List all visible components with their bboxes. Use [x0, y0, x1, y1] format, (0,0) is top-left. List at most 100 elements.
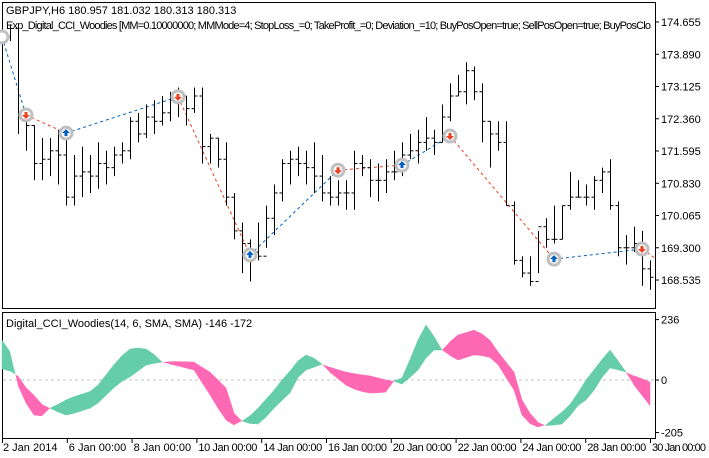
- price-bar: [359, 155, 366, 177]
- price-axis: 174.655 173.890 173.125 172.360 171.595 170.8…: [655, 17, 701, 287]
- price-axis-label: 170.065: [661, 211, 701, 223]
- price-bar: [327, 176, 334, 206]
- indicator-band: [10, 351, 16, 375]
- trade-signals: [0, 29, 650, 267]
- price-bar: [455, 74, 462, 97]
- indicator-band: [544, 424, 546, 426]
- arrow-down-icon: [334, 167, 342, 175]
- price-bar: [47, 138, 54, 177]
- sell-signal-marker: [634, 241, 650, 257]
- price-axis-label: 173.890: [661, 49, 701, 61]
- price-bar: [647, 260, 654, 290]
- price-axis-label: 168.535: [661, 275, 701, 287]
- price-bar: [599, 167, 606, 193]
- indicator-axis-label: 0: [661, 375, 667, 387]
- indicator-band: [361, 374, 371, 394]
- indicator-axis-label: 236: [661, 315, 679, 327]
- indicator-axis-label: -205: [661, 427, 683, 439]
- price-bar: [559, 205, 566, 240]
- indicator-band: [473, 329, 483, 356]
- time-axis-label: 20 Jan 00:00: [393, 442, 452, 454]
- indicator-band: [433, 335, 443, 351]
- price-bar: [607, 159, 614, 210]
- price-bar: [279, 159, 286, 202]
- price-bar: [527, 256, 534, 286]
- arrow-up-icon: [398, 161, 406, 169]
- price-bar: [567, 171, 574, 210]
- price-bar: [271, 184, 278, 236]
- price-bar: [351, 150, 358, 210]
- time-axis-label: 2 Jan 2014: [3, 442, 57, 454]
- trade-line: [553, 248, 643, 260]
- price-bar: [95, 142, 102, 189]
- price-bar: [87, 155, 94, 193]
- price-bar: [415, 129, 422, 164]
- price-bar: [503, 121, 510, 207]
- price-bar: [375, 163, 382, 202]
- indicator-band: [538, 422, 545, 428]
- time-axis-label: 10 Jan 00:00: [198, 442, 257, 454]
- price-axis-label: 174.655: [661, 17, 701, 29]
- price-bar: [615, 201, 622, 257]
- indicator-band: [65, 396, 75, 416]
- price-bar: [343, 180, 350, 210]
- price-bar: [31, 125, 38, 181]
- price-bar: [543, 218, 550, 248]
- indicator-band: [353, 373, 363, 392]
- indicator-band: [377, 377, 387, 394]
- price-bar: [71, 155, 78, 206]
- time-axis-label: 14 Jan 00:00: [263, 442, 322, 454]
- price-axis-label: 169.300: [661, 243, 701, 255]
- price-bar: [191, 87, 198, 113]
- indicator-band: [313, 357, 323, 368]
- price-bar: [423, 117, 430, 151]
- indicator-band: [442, 341, 450, 356]
- indicator-pane[interactable]: 236 0 -205 Digital_CCI_Woodies(14, 6, SMA,…: [1, 312, 683, 440]
- indicator-band: [42, 404, 50, 416]
- trade-line: [449, 135, 555, 260]
- price-bar: [471, 66, 478, 101]
- time-axis-label: 6 Jan 00:00: [69, 442, 127, 454]
- arrow-down-icon: [22, 111, 30, 119]
- price-bar: [391, 150, 398, 181]
- arrow-down-icon: [638, 246, 646, 254]
- price-bar: [207, 133, 214, 164]
- indicator-band: [626, 372, 634, 386]
- price-bar: [287, 150, 294, 185]
- indicator-band: [153, 353, 163, 364]
- time-axis-label: 16 Jan 00:00: [328, 442, 387, 454]
- time-axis-label: 22 Jan 00:00: [458, 442, 517, 454]
- time-axis-label: 8 Jan 00:00: [134, 442, 192, 454]
- price-bar: [479, 83, 486, 143]
- sell-signal-marker: [442, 128, 458, 144]
- price-axis-label: 173.125: [661, 82, 701, 94]
- price-axis-label: 170.830: [661, 178, 701, 190]
- price-bar: [119, 142, 126, 164]
- price-bar: [487, 120, 494, 168]
- indicator-fill: [1, 324, 655, 428]
- price-bar: [575, 180, 582, 198]
- indicator-band: [234, 413, 242, 426]
- price-pane[interactable]: 174.655 173.890 173.125 172.360 171.595 170.8…: [0, 2, 701, 309]
- arrow-up-icon: [246, 250, 254, 258]
- sell-signal-marker: [170, 89, 186, 105]
- price-axis-label: 171.595: [661, 146, 701, 158]
- price-bar: [135, 112, 142, 143]
- buy-signal-marker: [0, 29, 10, 45]
- arrow-up-icon: [62, 129, 70, 137]
- price-bar: [591, 176, 598, 210]
- price-bar: [335, 180, 342, 206]
- price-bar: [295, 146, 302, 177]
- price-bar: [199, 87, 206, 164]
- price-bar: [215, 137, 222, 168]
- price-bar: [367, 159, 374, 198]
- buy-signal-marker: [242, 247, 258, 263]
- indicator-band: [641, 378, 651, 407]
- price-bar: [535, 226, 542, 282]
- price-bar: [63, 129, 70, 206]
- price-bar: [159, 95, 166, 126]
- arrow-down-icon: [446, 133, 454, 141]
- trade-line: [249, 169, 339, 256]
- symbol-info: GBPJPY,H6 180.957 181.032 180.313 180.31…: [6, 5, 236, 17]
